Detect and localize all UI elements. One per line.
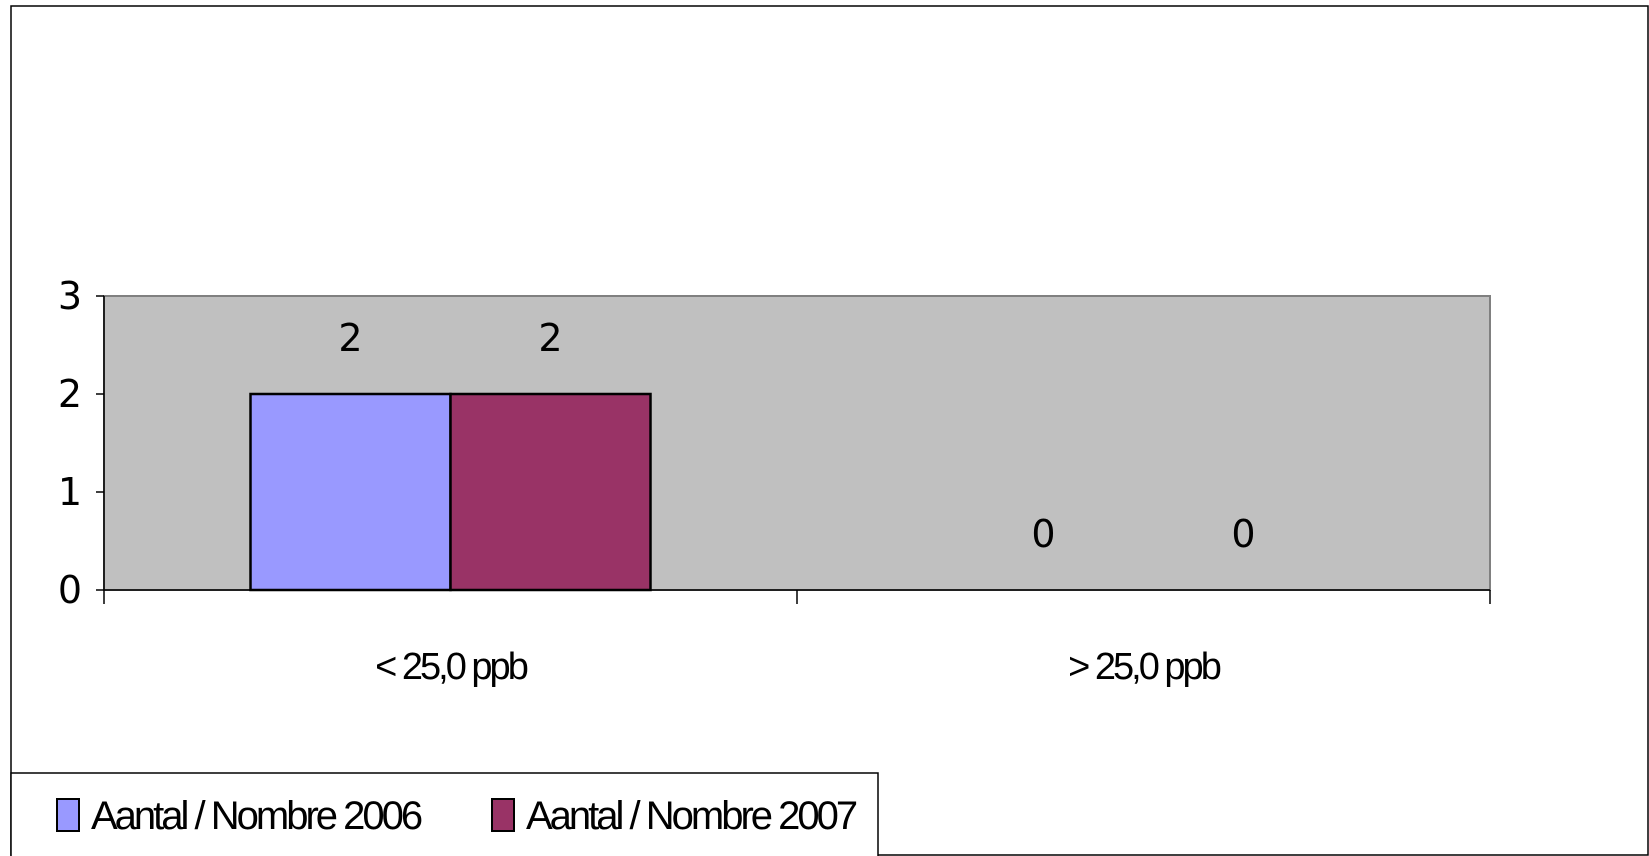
bars (249, 392, 652, 592)
bar (449, 392, 652, 592)
data-label: 0 (1231, 512, 1255, 556)
y-tick-label: 2 (58, 372, 82, 416)
data-label: 0 (1031, 512, 1055, 556)
legend-label: Aantal / Nombre 2006 (91, 794, 422, 838)
x-category-label: < 25,0 ppb (375, 646, 528, 688)
y-tick-label: 0 (58, 568, 82, 612)
legend: Aantal / Nombre 2006 Aantal / Nombre 2007 (10, 772, 879, 856)
legend-swatch (491, 798, 515, 832)
y-tick-label: 3 (58, 274, 82, 318)
x-category-label: > 25,0 ppb (1068, 646, 1221, 688)
bar (249, 392, 452, 592)
axes: 0 1 2 3 < 25,0 ppb > 25,0 ppb (58, 274, 1491, 688)
legend-label: Aantal / Nombre 2007 (526, 794, 857, 838)
data-label: 2 (538, 316, 562, 360)
legend-box (10, 772, 879, 856)
data-label: 2 (338, 316, 362, 360)
y-tick-label: 1 (58, 470, 82, 514)
legend-swatch (56, 798, 80, 832)
